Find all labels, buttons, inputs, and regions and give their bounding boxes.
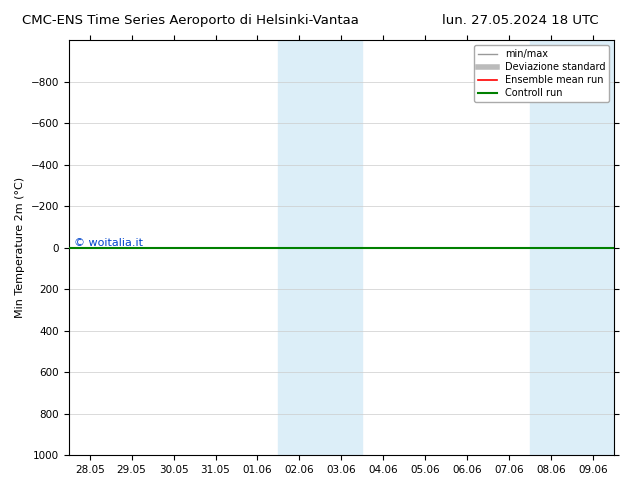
Bar <box>278 41 320 455</box>
Legend: min/max, Deviazione standard, Ensemble mean run, Controll run: min/max, Deviazione standard, Ensemble m… <box>474 45 609 102</box>
Bar <box>530 41 614 455</box>
Text: CMC-ENS Time Series Aeroporto di Helsinki-Vantaa: CMC-ENS Time Series Aeroporto di Helsink… <box>22 14 359 27</box>
Bar <box>320 41 363 455</box>
Text: lun. 27.05.2024 18 UTC: lun. 27.05.2024 18 UTC <box>441 14 598 27</box>
Y-axis label: Min Temperature 2m (°C): Min Temperature 2m (°C) <box>15 177 25 318</box>
Text: © woitalia.it: © woitalia.it <box>74 238 143 248</box>
